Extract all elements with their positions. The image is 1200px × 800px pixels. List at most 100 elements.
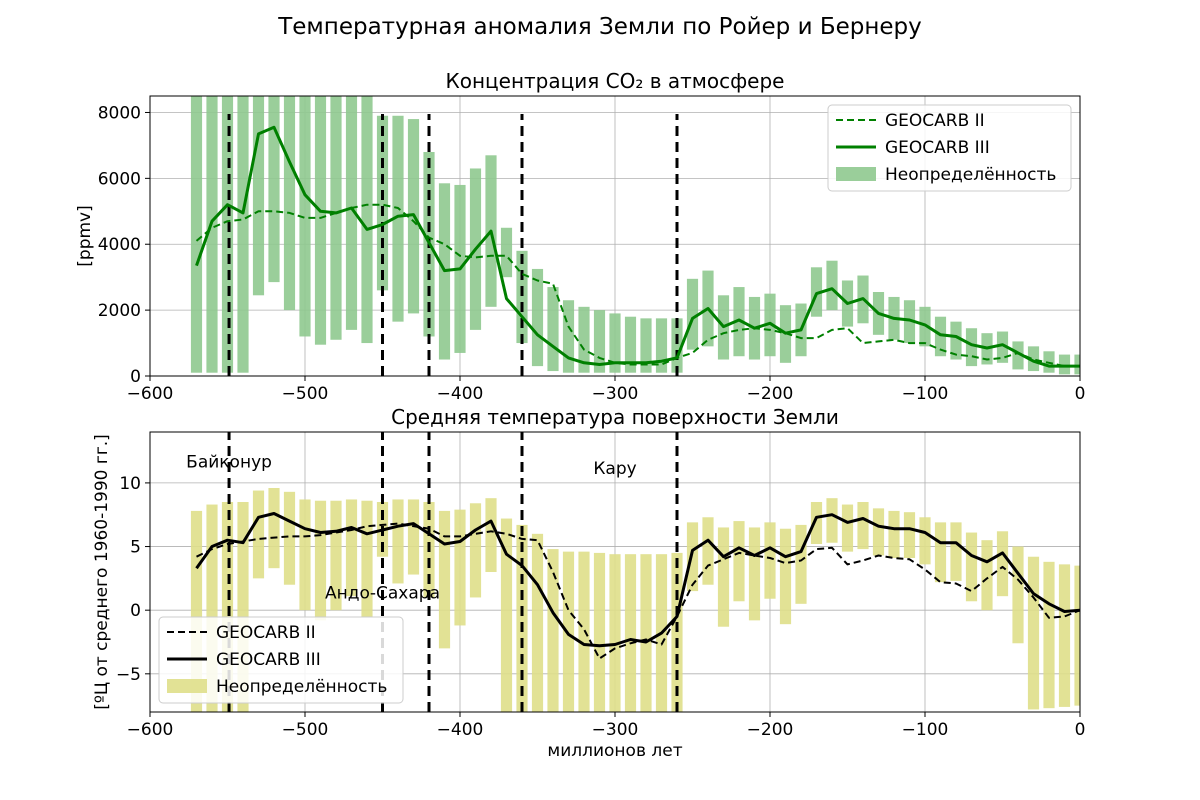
temp-uncertainty-bar [671, 552, 683, 712]
co2-uncertainty-bar [516, 250, 528, 344]
temp-uncertainty-bar [237, 502, 249, 712]
x-tick-label: −300 [592, 720, 639, 740]
temp-uncertainty-bar [190, 510, 203, 712]
x-tick-label: −200 [747, 720, 794, 740]
x-tick-label: 0 [1075, 384, 1086, 404]
temp-uncertainty-bar [733, 521, 745, 602]
x-tick-label: −300 [592, 384, 639, 404]
y-tick-label: −5 [116, 665, 141, 685]
co2-uncertainty-bar [500, 227, 513, 278]
temp-uncertainty-bar [221, 502, 234, 712]
temp-uncertainty-bar [702, 517, 714, 585]
temp-uncertainty-bar [469, 503, 482, 598]
co2-uncertainty-bar [531, 268, 544, 367]
temp-uncertainty-bar [888, 510, 900, 558]
co2-uncertainty-bar [1058, 354, 1071, 375]
temp-uncertainty-bar [779, 528, 792, 625]
temp-uncertainty-bar [314, 500, 327, 621]
x-tick-label: −200 [747, 384, 794, 404]
y-tick-label: 0 [130, 601, 141, 621]
co2-plot-area [190, 96, 1080, 376]
temp-uncertainty-bar [531, 533, 544, 712]
x-tick-label: −600 [127, 384, 174, 404]
co2-uncertainty-bar [934, 316, 947, 357]
temp-uncertainty-bar [981, 540, 993, 611]
temp-uncertainty-bar [593, 552, 606, 712]
temp-uncertainty-bar [361, 500, 373, 617]
legend-label: GEOCARB II [885, 111, 985, 131]
legend-label: Неопределённость [216, 677, 387, 697]
temp-plot-area [190, 432, 1080, 712]
temp-uncertainty-bar [578, 551, 590, 712]
co2-uncertainty-bar [376, 115, 389, 291]
temp-uncertainty-bar [252, 490, 265, 579]
temp-uncertainty-bar [857, 502, 869, 550]
co2-uncertainty-bar [903, 300, 916, 344]
temp-uncertainty-bar [640, 554, 652, 712]
temp-uncertainty-bar [547, 549, 559, 712]
x-tick-label: −100 [902, 384, 949, 404]
temp-uncertainty-bar [872, 508, 885, 556]
x-tick-label: 0 [1075, 720, 1086, 740]
legend-label: GEOCARB III [885, 138, 990, 158]
y-tick-label: 5 [130, 538, 141, 558]
temp-uncertainty-bar [283, 491, 296, 585]
temp-uncertainty-bar [795, 524, 807, 604]
co2-uncertainty-bar [392, 115, 404, 322]
x-tick-label: −400 [437, 720, 484, 740]
temp-uncertainty-bar [407, 499, 420, 575]
y-tick-label: 4000 [98, 235, 141, 255]
temp-uncertainty-bar [748, 527, 761, 621]
co2-uncertainty-bar [314, 96, 327, 345]
temp-uncertainty-bar [903, 512, 916, 558]
x-tick-label: −400 [437, 384, 484, 404]
temp-uncertainty-bar [1012, 546, 1024, 644]
co2-uncertainty-bar [996, 331, 1009, 363]
temp-uncertainty-bar [330, 500, 342, 611]
x-tick-label: −500 [282, 384, 329, 404]
y-tick-label: 6000 [98, 169, 141, 189]
temp-uncertainty-bar [206, 504, 218, 712]
temp-uncertainty-bar [516, 524, 528, 712]
temp-uncertainty-bar [1058, 564, 1071, 707]
x-axis-label: миллионов лет [547, 741, 682, 761]
temp-uncertainty-bar [500, 518, 513, 712]
temp-uncertainty-bar [934, 522, 947, 583]
x-tick-label: −600 [127, 720, 174, 740]
temp-uncertainty-bar [268, 488, 280, 569]
co2-uncertainty-bar [686, 278, 699, 350]
legend-swatch-uncertainty [167, 679, 207, 693]
co2-uncertainty-bar [237, 96, 249, 373]
co2-uncertainty-bar [345, 96, 358, 330]
co2-uncertainty-bar [593, 310, 606, 373]
co2-uncertainty-bar [1012, 341, 1024, 370]
legend-label: GEOCARB III [216, 650, 321, 670]
co2-uncertainty-bar [624, 316, 637, 373]
temp-uncertainty-bar [624, 554, 637, 712]
temp-uncertainty-bar [1074, 565, 1080, 706]
temp-uncertainty-bar [841, 504, 854, 552]
co2-uncertainty-bar [609, 313, 621, 373]
co2-uncertainty-bar [578, 306, 590, 373]
temp-uncertainty-bar [965, 532, 978, 602]
temp-uncertainty-bar [485, 498, 497, 572]
temp-uncertainty-bar [562, 551, 575, 712]
temp-uncertainty-bar [810, 502, 823, 544]
co2-uncertainty-bar [206, 96, 218, 373]
co2-uncertainty-bar [826, 260, 838, 311]
panel-title: Средняя температура поверхности Земли [391, 405, 839, 429]
temp-series-geocarb-iii [195, 512, 1080, 648]
co2-uncertainty-bar [361, 96, 373, 344]
co2-legend: GEOCARB II GEOCARB III Неопределённость [827, 104, 1072, 192]
event-annotation: Байконур [186, 453, 272, 473]
temp-legend: GEOCARB II GEOCARB III Неопределённость [158, 616, 404, 704]
event-annotation: Кару [593, 459, 636, 479]
co2-uncertainty-bar [965, 328, 978, 367]
legend-swatch-uncertainty [836, 167, 876, 181]
co2-uncertainty-bar [655, 318, 668, 373]
temp-uncertainty-bar [717, 527, 730, 627]
co2-uncertainty-bar [671, 318, 683, 373]
legend-box [158, 616, 404, 704]
temp-uncertainty-bar [299, 499, 311, 611]
